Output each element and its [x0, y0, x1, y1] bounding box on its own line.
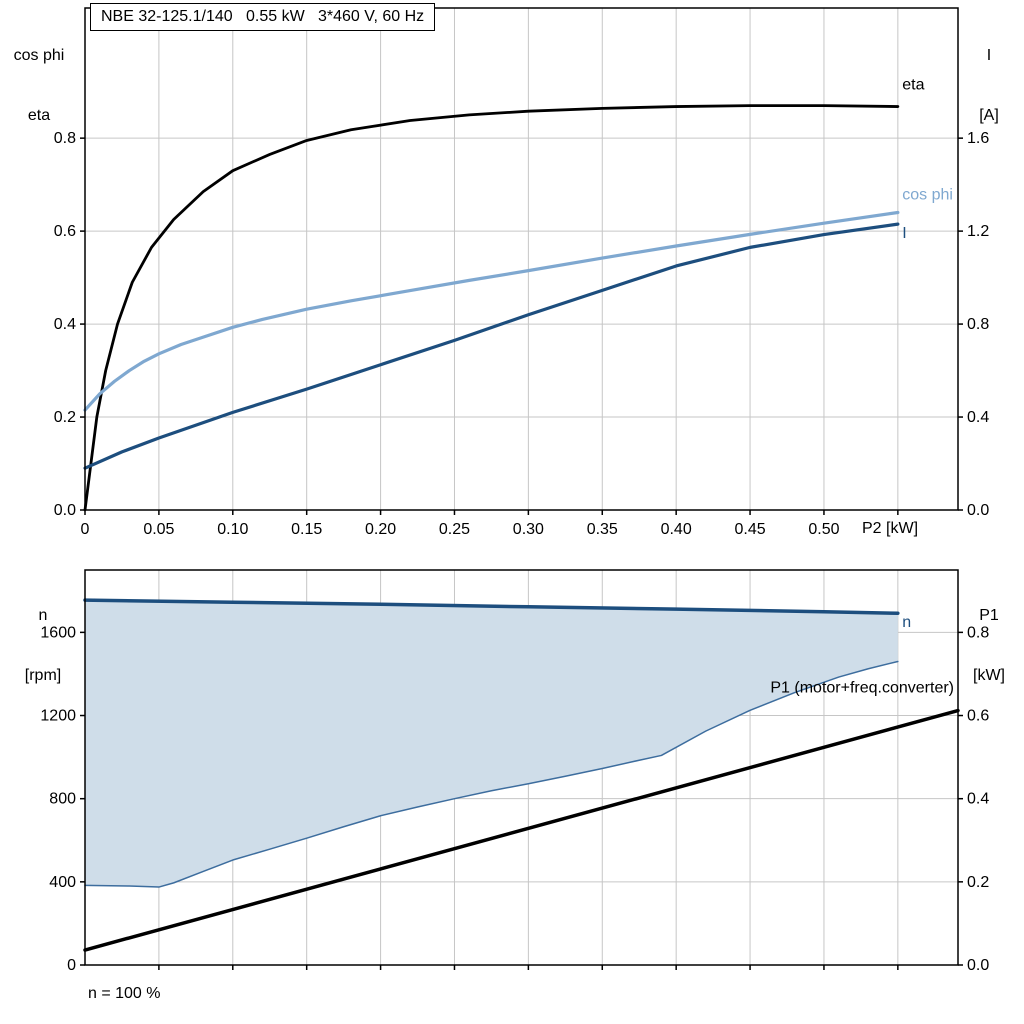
svg-text:eta: eta: [902, 76, 924, 93]
svg-text:0.6: 0.6: [54, 223, 76, 240]
bottom-right-axis-label-line2: [kW]: [973, 667, 1005, 684]
top-right-axis-label-line1: I: [986, 47, 992, 64]
speed-power-chart: 0 400 800 1200 1600 0.0 0.2 0.4 0.6 0.8 n P1 (motor…: [40, 569, 989, 974]
svg-text:I: I: [902, 225, 906, 242]
chart-title: NBE 32-125.1/140 0.55 kW 3*460 V, 60 Hz: [90, 3, 436, 31]
svg-text:1.6: 1.6: [967, 130, 989, 147]
svg-text:0.45: 0.45: [734, 521, 765, 538]
top-right-axis-label-line2: [A]: [979, 107, 999, 124]
bottom-left-axis-label: n [rpm]: [4, 566, 82, 726]
svg-text:1200: 1200: [40, 708, 76, 725]
svg-text:0: 0: [81, 521, 90, 538]
svg-text:0: 0: [67, 957, 76, 974]
svg-text:P1 (motor+freq.converter): P1 (motor+freq.converter): [770, 680, 954, 697]
svg-text:0.35: 0.35: [587, 521, 618, 538]
svg-text:0.4: 0.4: [967, 791, 989, 808]
motor-data-chart: 0 0.05 0.10 0.15 0.20 0.25 0.30 0.35 0.40 0.45 0.5…: [54, 7, 989, 538]
bottom-left-axis-label-line1: n: [38, 607, 48, 624]
svg-text:0.50: 0.50: [808, 521, 839, 538]
svg-text:0.2: 0.2: [54, 409, 76, 426]
speed-footnote: n = 100 %: [88, 985, 161, 1002]
top-left-axis-label: cos phi eta: [4, 6, 74, 166]
svg-text:0.40: 0.40: [661, 521, 692, 538]
svg-text:0.4: 0.4: [967, 409, 989, 426]
svg-text:0.0: 0.0: [54, 502, 76, 519]
svg-text:400: 400: [49, 874, 76, 891]
bottom-right-axis-label: P1 [kW]: [958, 566, 1020, 726]
svg-text:cos phi: cos phi: [902, 187, 953, 204]
svg-text:0.8: 0.8: [967, 624, 989, 641]
svg-text:0.05: 0.05: [143, 521, 174, 538]
svg-text:0.10: 0.10: [217, 521, 248, 538]
svg-text:0.20: 0.20: [365, 521, 396, 538]
svg-text:0.2: 0.2: [967, 874, 989, 891]
svg-text:1600: 1600: [40, 624, 76, 641]
svg-text:0.0: 0.0: [967, 502, 989, 519]
svg-text:0.8: 0.8: [54, 130, 76, 147]
bottom-right-axis-label-line1: P1: [979, 607, 999, 624]
bottom-left-axis-label-line2: [rpm]: [24, 667, 62, 684]
svg-text:0.25: 0.25: [439, 521, 470, 538]
svg-text:0.0: 0.0: [967, 957, 989, 974]
svg-text:0.6: 0.6: [967, 708, 989, 725]
svg-text:0.8: 0.8: [967, 316, 989, 333]
top-x-axis-label: P2 [kW]: [862, 520, 919, 537]
svg-text:0.15: 0.15: [291, 521, 322, 538]
svg-text:1.2: 1.2: [967, 223, 989, 240]
svg-text:800: 800: [49, 791, 76, 808]
top-right-axis-label: I [A]: [960, 6, 1018, 166]
top-left-axis-label-line1: cos phi: [13, 47, 65, 64]
svg-text:0.4: 0.4: [54, 316, 76, 333]
svg-text:0.30: 0.30: [513, 521, 544, 538]
top-left-axis-label-line2: eta: [27, 107, 51, 124]
svg-text:n: n: [902, 614, 911, 631]
